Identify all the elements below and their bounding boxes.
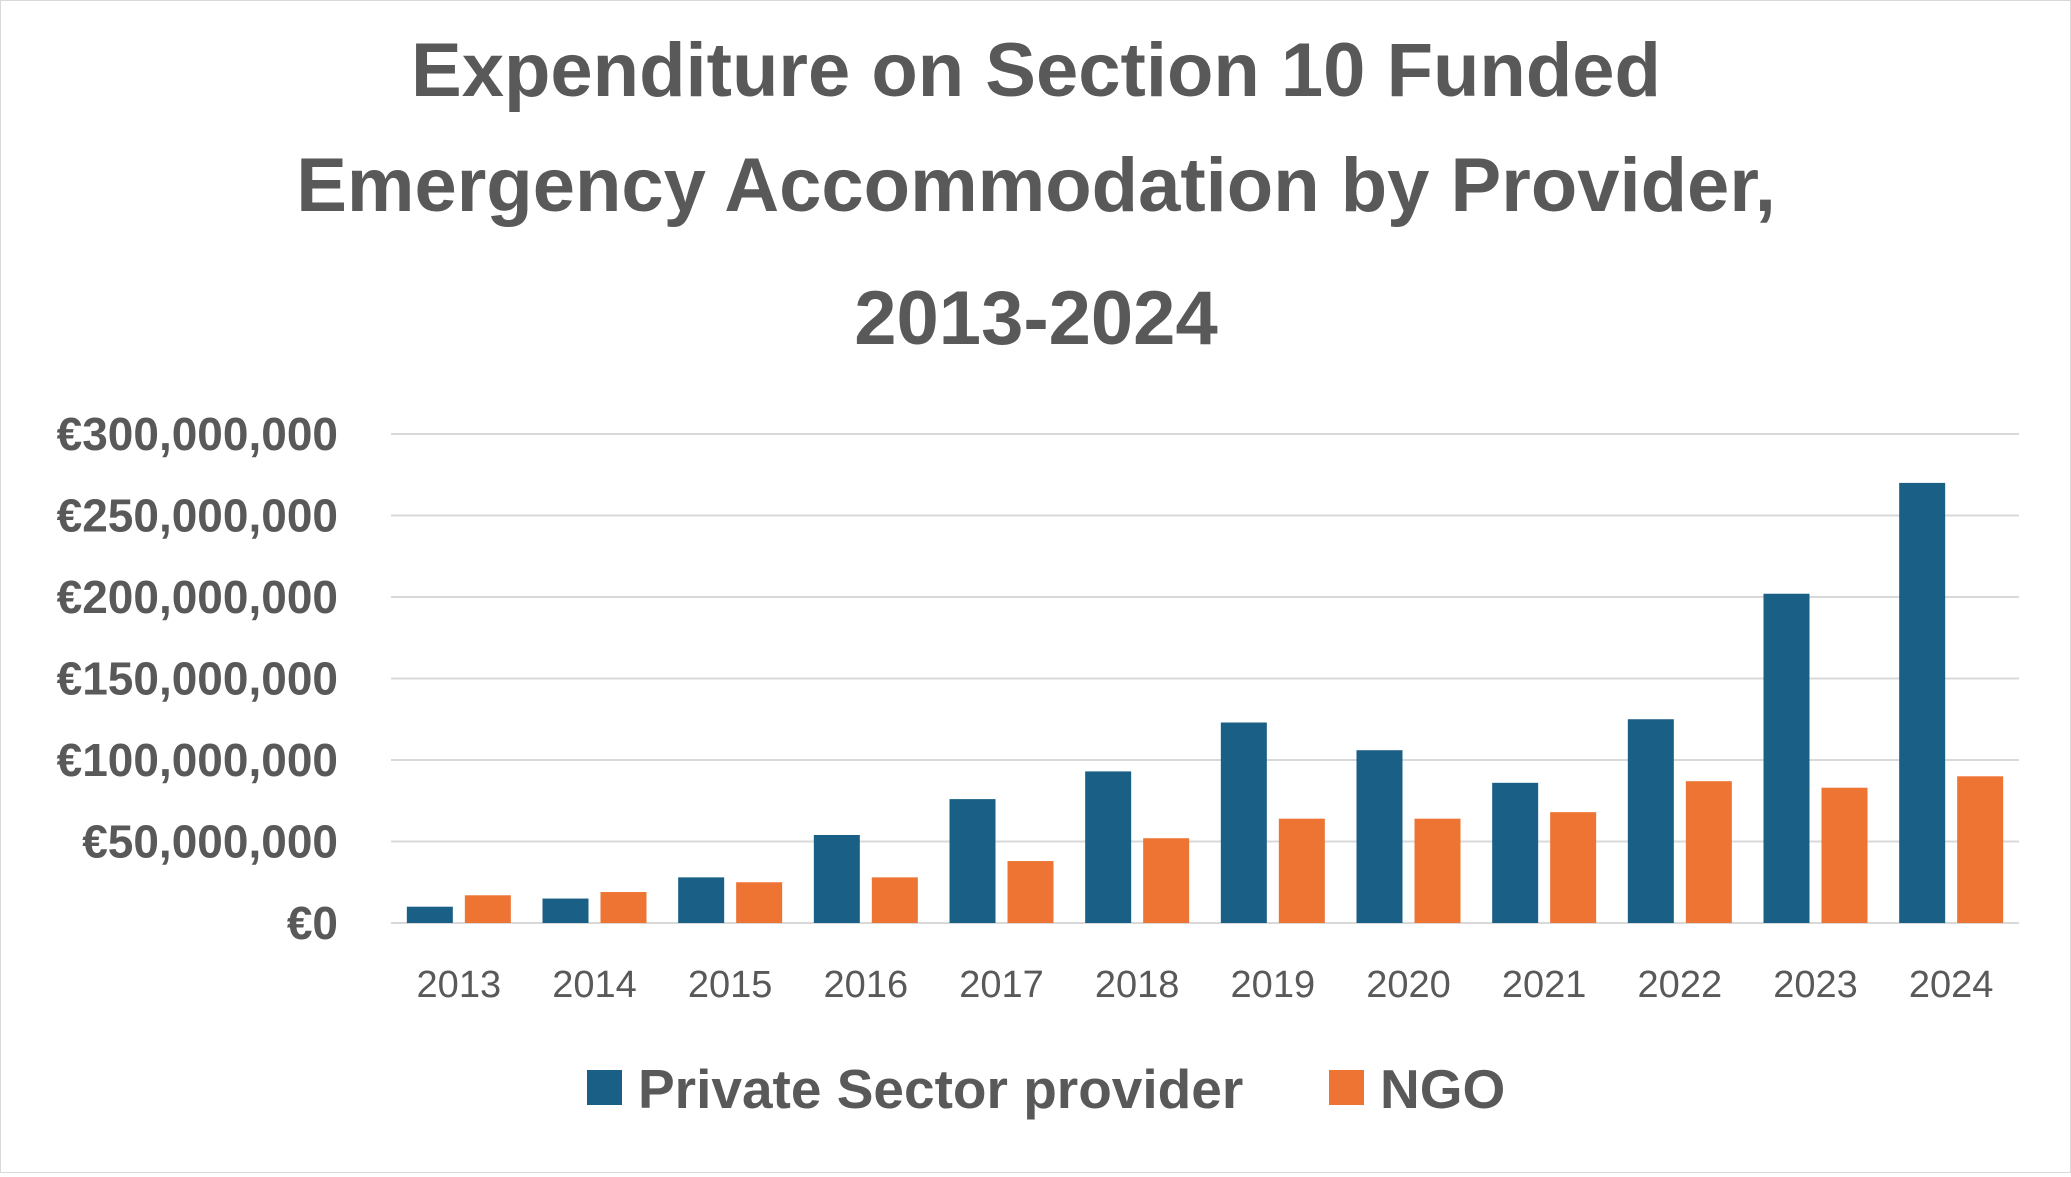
- x-tick-label: 2015: [688, 964, 773, 1006]
- legend-swatch-ngo: [1329, 1070, 1364, 1105]
- x-tick-label: 2022: [1638, 964, 1723, 1006]
- bar-private-sector-2024: [1899, 482, 1946, 923]
- chart-title-line-2: Emergency Accommodation by Provider,: [296, 143, 1776, 228]
- bar-ngo-2015: [736, 882, 783, 923]
- chart-title: Expenditure on Section 10 Funded Emergen…: [296, 28, 1776, 361]
- x-tick-label: 2020: [1366, 964, 1451, 1006]
- bar-private-sector-2022: [1627, 719, 1674, 923]
- x-tick-label: 2021: [1502, 964, 1587, 1006]
- bar-ngo-2020: [1414, 818, 1461, 923]
- bar-ngo-2022: [1685, 781, 1732, 923]
- bar-private-sector-2019: [1220, 722, 1267, 923]
- x-tick-label: 2024: [1909, 964, 1994, 1006]
- x-tick-label: 2018: [1095, 964, 1180, 1006]
- bar-ngo-2014: [600, 892, 647, 923]
- y-tick-label: €150,000,000: [57, 653, 338, 705]
- bar-private-sector-2014: [542, 898, 589, 923]
- x-axis-tick-labels: 2013 2014 2015 2016 2017 2018 2019 2020 2021 2022…: [417, 964, 1994, 1006]
- x-tick-label: 2013: [417, 964, 502, 1006]
- chart-title-line-3: 2013-2024: [854, 276, 1217, 361]
- x-tick-label: 2017: [959, 964, 1044, 1006]
- bar-ngo-2023: [1821, 787, 1868, 923]
- bar-ngo-2024: [1957, 776, 2004, 923]
- bar-ngo-2021: [1550, 812, 1597, 923]
- y-tick-label: €250,000,000: [57, 490, 338, 542]
- bar-private-sector-2013: [406, 906, 453, 923]
- legend-label-ngo: NGO: [1380, 1058, 1505, 1120]
- y-tick-label: €0: [287, 897, 338, 949]
- x-tick-label: 2014: [552, 964, 637, 1006]
- bar-private-sector-2021: [1492, 782, 1539, 923]
- x-tick-label: 2023: [1773, 964, 1858, 1006]
- y-axis-tick-labels: €0 €50,000,000 €100,000,000 €150,000,000 €20…: [57, 408, 338, 949]
- y-tick-label: €50,000,000: [82, 816, 338, 868]
- bar-private-sector-2020: [1356, 750, 1403, 923]
- bar-private-sector-2017: [949, 799, 996, 923]
- legend-swatch-private-sector: [587, 1070, 622, 1105]
- legend: Private Sector provider NGO: [587, 1058, 1505, 1120]
- chart-title-line-1: Expenditure on Section 10 Funded: [411, 28, 1661, 113]
- bar-private-sector-2016: [813, 834, 860, 923]
- bar-private-sector-2015: [678, 877, 725, 923]
- y-tick-label: €200,000,000: [57, 571, 338, 623]
- bar-ngo-2017: [1007, 861, 1054, 923]
- bar-private-sector-2023: [1763, 593, 1810, 923]
- bar-ngo-2016: [871, 877, 918, 923]
- bar-private-sector-2018: [1085, 771, 1132, 923]
- bars: [406, 482, 2004, 923]
- x-tick-label: 2016: [824, 964, 909, 1006]
- gridlines: [391, 433, 2019, 924]
- y-tick-label: €300,000,000: [57, 408, 338, 460]
- y-tick-label: €100,000,000: [57, 734, 338, 786]
- legend-label-private-sector: Private Sector provider: [638, 1058, 1243, 1120]
- bar-ngo-2018: [1143, 838, 1190, 923]
- bar-ngo-2013: [464, 895, 511, 923]
- bar-ngo-2019: [1278, 818, 1325, 923]
- x-tick-label: 2019: [1231, 964, 1316, 1006]
